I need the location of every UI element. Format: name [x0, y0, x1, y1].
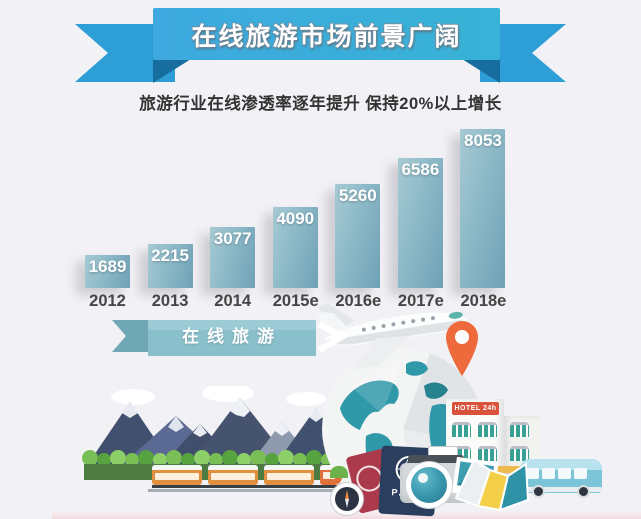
- bar-value-label: 2215: [151, 246, 189, 265]
- compass-icon: [331, 483, 363, 515]
- travel-map-icon: [452, 456, 530, 512]
- bar-value-label: 3077: [213, 229, 252, 248]
- hotel-sign: HOTEL 24h: [452, 402, 499, 415]
- bar-value-label: 4090: [276, 209, 315, 228]
- rail-icon: [148, 489, 344, 492]
- subtitle-text: 旅游行业在线渗透率逐年提升 保持20%以上增长: [139, 95, 502, 113]
- bar-year-label: 2014: [214, 292, 252, 310]
- clouds-icon: [111, 386, 326, 406]
- bar: 1689: [85, 255, 130, 288]
- bar-cell: 4090: [272, 207, 336, 288]
- bus-icon: [520, 459, 602, 499]
- bar-value-label: 8053: [464, 131, 502, 150]
- bar-cell: 5260: [335, 184, 398, 288]
- banner-title: 在线旅游市场前景广阔: [191, 23, 462, 51]
- bar-cell: 8053: [460, 129, 523, 288]
- bar: 8053: [460, 129, 506, 288]
- bar: 5260: [335, 184, 381, 288]
- bar: 3077: [210, 227, 256, 288]
- trees-icon: [82, 450, 335, 467]
- bar-cell: 3077: [210, 227, 273, 288]
- bar-chart: 1689 2215 3077 4090 5260 6586 8053: [85, 128, 523, 288]
- bar-value-label: 5260: [338, 186, 377, 205]
- online-travel-ribbon: [112, 320, 316, 356]
- bar-year-label: 2015e: [272, 292, 319, 310]
- bar-year-label: 2017e: [397, 292, 444, 310]
- bar-cell: 1689: [85, 255, 148, 288]
- online-travel-ribbon-label: 在线旅游: [182, 327, 282, 346]
- bar: 2215: [147, 244, 193, 288]
- bar-year-label: 2018e: [460, 292, 507, 310]
- title-ribbon: [75, 8, 566, 83]
- bar-chart-years: 2012 2013 2014 2015e 2016e 2017e 2018e: [85, 292, 523, 311]
- bar-value-label: 1689: [88, 257, 127, 276]
- bar-year-label: 2016e: [335, 292, 382, 310]
- bottom-strip: [52, 512, 641, 519]
- bar-cell: 6586: [397, 158, 461, 288]
- train-icon: [152, 463, 342, 491]
- chevron-right-icon: [317, 322, 346, 352]
- camera-icon: [398, 446, 478, 508]
- bar-value-label: 6586: [401, 160, 440, 179]
- bar: 6586: [397, 158, 443, 288]
- bar-cell: 2215: [147, 244, 211, 288]
- bar-year-label: 2013: [151, 292, 189, 310]
- location-pin-icon: [446, 321, 478, 376]
- bar: 4090: [272, 207, 318, 288]
- bush-icon: [330, 466, 348, 478]
- bar-year-label: 2012: [89, 292, 126, 310]
- airplane-icon: [315, 303, 468, 370]
